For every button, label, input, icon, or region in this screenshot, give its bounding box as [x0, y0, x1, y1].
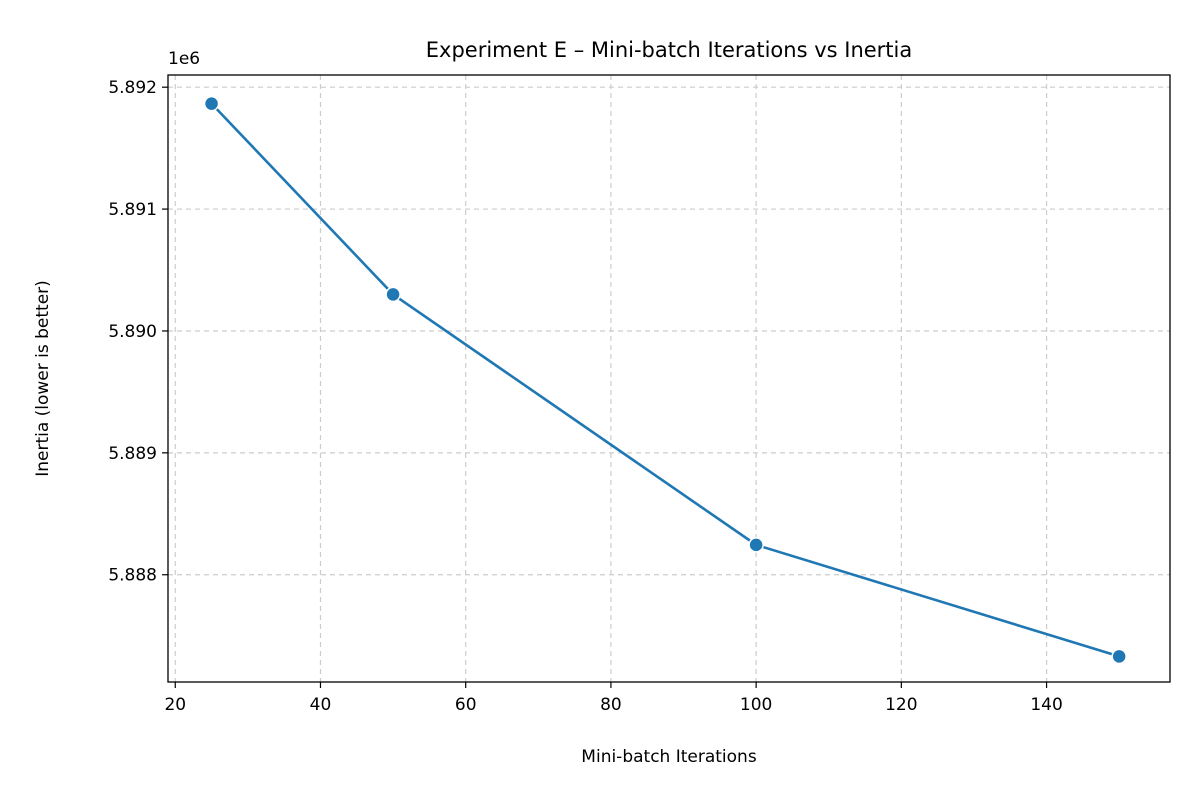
x-tick-label: 100 — [740, 695, 772, 715]
data-point — [748, 537, 764, 553]
chart-title: Experiment E – Mini-batch Iterations vs … — [426, 38, 913, 62]
x-axis-label: Mini-batch Iterations — [581, 747, 757, 767]
data-point — [203, 95, 220, 112]
y-offset-label: 1e6 — [168, 49, 200, 69]
x-tick-label: 140 — [1030, 695, 1062, 715]
y-tick-label: 5.891 — [108, 200, 157, 220]
x-tick-label: 40 — [310, 695, 332, 715]
y-tick-label: 5.888 — [108, 566, 157, 586]
data-point — [1111, 648, 1127, 665]
plot-frame — [167, 74, 1171, 683]
x-tick-label: 120 — [885, 695, 917, 715]
y-tick-label: 5.889 — [108, 444, 157, 464]
series-layer — [203, 95, 1127, 665]
y-tick-label: 5.892 — [108, 78, 157, 98]
series-line — [210, 102, 1120, 658]
x-tick-label: 20 — [164, 695, 186, 715]
tick-layer: 20 40 60 80 100 120 140 5.888 5.889 5.890 5.891 5.8… — [108, 78, 1062, 715]
x-tick-label: 60 — [455, 695, 477, 715]
y-axis-label: Inertia (lower is better) — [33, 280, 53, 477]
x-tick-label: 80 — [600, 695, 622, 715]
y-tick-label: 5.890 — [108, 322, 157, 342]
data-point — [385, 286, 401, 303]
grid-layer — [168, 75, 1170, 682]
